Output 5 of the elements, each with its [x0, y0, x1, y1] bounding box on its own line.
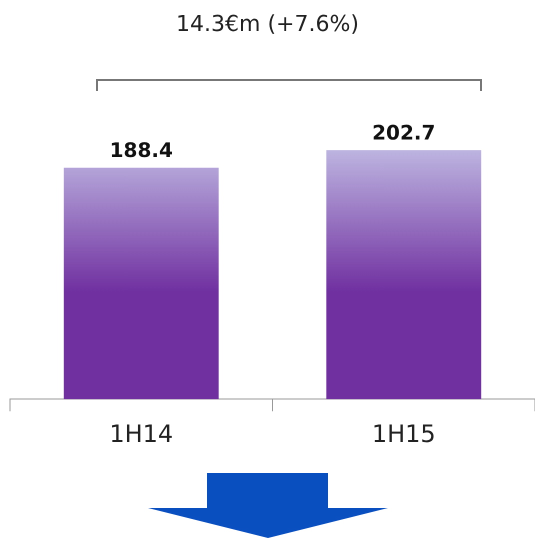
data-label: 202.7 [372, 120, 436, 144]
text: 14.3€m (+7.6%) [175, 12, 360, 37]
data-label: 188.4 [110, 138, 173, 162]
x-tick-label: 1H15 [372, 420, 436, 448]
x-tick-label: 1H14 [109, 420, 174, 448]
